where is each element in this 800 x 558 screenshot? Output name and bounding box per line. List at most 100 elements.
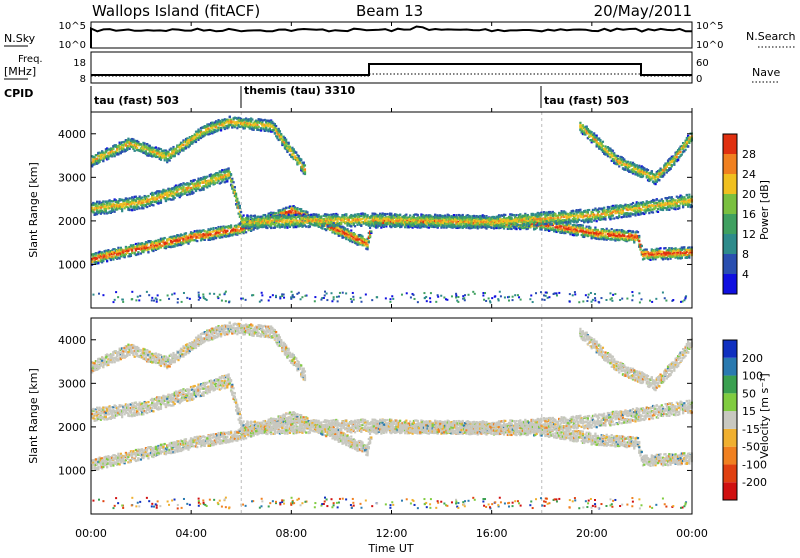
power-cell xyxy=(100,257,102,259)
power-cell xyxy=(121,210,123,212)
power-cell xyxy=(139,207,141,209)
power-cell xyxy=(608,229,610,231)
power-cell xyxy=(102,260,104,262)
power-cell xyxy=(383,224,385,226)
power-cell xyxy=(248,218,250,220)
power-cell xyxy=(235,196,237,198)
power-cell xyxy=(515,228,517,230)
power-cell xyxy=(249,224,251,226)
power-cell xyxy=(96,201,98,203)
cpid-segment-2: tau (fast) 503 xyxy=(544,94,629,107)
power-cell xyxy=(291,217,293,219)
power-cell xyxy=(303,210,305,212)
power-cell xyxy=(131,209,133,211)
power-cell xyxy=(310,218,312,220)
power-cell xyxy=(155,240,157,242)
power-cell xyxy=(274,227,276,229)
power-cell xyxy=(652,258,654,260)
noise-panel: N.Sky 10^5 10^0 10^5 10^0 N.Search xyxy=(4,21,796,51)
nave-label: Nave xyxy=(752,66,780,79)
power-cell xyxy=(366,248,368,250)
power-cell xyxy=(353,222,355,224)
freq-trace xyxy=(91,64,692,75)
power-cell xyxy=(139,246,141,248)
power-cell xyxy=(146,244,148,246)
power-cell xyxy=(221,236,223,238)
power-cell xyxy=(349,237,351,239)
power-cell xyxy=(210,228,212,230)
power-cell xyxy=(389,225,391,227)
power-cell xyxy=(368,241,370,243)
power-cell xyxy=(176,191,178,193)
power-cell xyxy=(638,240,640,242)
power-cell xyxy=(275,222,277,224)
power-cell xyxy=(310,214,312,216)
power-cell xyxy=(165,246,167,248)
power-cell xyxy=(659,250,661,252)
power-cell xyxy=(202,187,204,189)
noise-left-tick-bottom: 10^0 xyxy=(59,40,86,51)
power-cell xyxy=(187,187,189,189)
noise-sky-label: N.Sky xyxy=(4,32,36,45)
power-cell xyxy=(414,226,416,228)
power-cell xyxy=(632,230,634,232)
power-cell xyxy=(206,231,208,233)
power-cell xyxy=(134,203,136,205)
power-cell xyxy=(243,214,245,216)
power-cell xyxy=(286,221,288,223)
power-cell xyxy=(169,238,171,240)
power-cell xyxy=(340,222,342,224)
noise-right-tick-top: 10^5 xyxy=(696,21,723,32)
cpid-segment-1: themis (tau) 3310 xyxy=(244,84,356,97)
power-scatter xyxy=(91,112,693,308)
power-cell xyxy=(186,194,188,196)
power-cell xyxy=(399,223,401,225)
power-cell xyxy=(561,225,563,227)
freq-label-line1: Freq. xyxy=(18,54,43,65)
power-cell xyxy=(606,230,608,232)
power-cell xyxy=(288,216,290,218)
date-title: 20/May/2011 xyxy=(594,2,692,20)
power-cell xyxy=(313,213,315,215)
noise-left-tick-top: 10^5 xyxy=(59,21,86,32)
power-cell xyxy=(330,221,332,223)
power-cell xyxy=(275,212,277,214)
power-cell xyxy=(141,196,143,198)
power-cell xyxy=(209,231,211,233)
power-cell xyxy=(286,227,288,229)
power-cell xyxy=(300,208,302,210)
power-cell xyxy=(577,234,579,236)
power-cell xyxy=(409,214,411,216)
power-cell xyxy=(288,214,290,216)
power-cell xyxy=(336,227,338,229)
power-cell xyxy=(305,226,307,228)
power-cell xyxy=(279,215,281,217)
power-cell xyxy=(199,182,201,184)
power-cell xyxy=(263,214,265,216)
power-cell xyxy=(552,227,554,229)
power-cell xyxy=(226,180,228,182)
power-cell xyxy=(589,227,591,229)
power-cell xyxy=(236,199,238,201)
beam-title: Beam 13 xyxy=(356,2,423,20)
power-cell xyxy=(237,202,239,204)
power-cell xyxy=(160,202,162,204)
power-cell xyxy=(190,187,192,189)
power-cell xyxy=(304,221,306,223)
power-cell xyxy=(174,197,176,199)
cpid-label: CPID xyxy=(4,87,33,100)
power-cell xyxy=(166,192,168,194)
power-cell xyxy=(161,245,163,247)
power-cell xyxy=(146,206,148,208)
power-cell xyxy=(164,237,166,239)
power-cell xyxy=(348,219,350,221)
power-cell xyxy=(230,225,232,227)
power-cell xyxy=(646,249,648,251)
power-cell xyxy=(236,229,238,231)
power-cell xyxy=(321,227,323,229)
power-cell xyxy=(235,193,237,195)
power-cell xyxy=(419,225,421,227)
power-cell xyxy=(137,253,139,255)
